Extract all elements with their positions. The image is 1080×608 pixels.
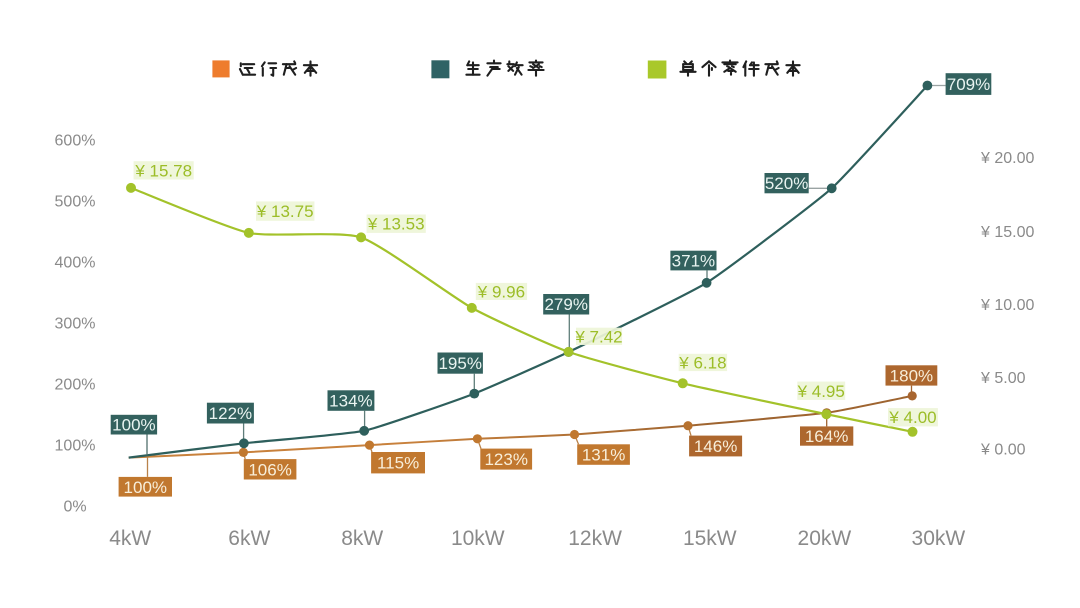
svg-text:122%: 122%	[209, 404, 252, 423]
svg-text:¥ 15.78: ¥ 15.78	[134, 161, 192, 180]
svg-text:30kW: 30kW	[912, 527, 966, 550]
svg-text:12kW: 12kW	[568, 527, 622, 550]
svg-text:¥ 0.00: ¥ 0.00	[980, 442, 1026, 459]
svg-text:¥ 4.95: ¥ 4.95	[797, 382, 845, 401]
svg-text:400%: 400%	[55, 255, 96, 272]
svg-text:164%: 164%	[805, 427, 848, 446]
svg-text:¥ 13.53: ¥ 13.53	[367, 215, 425, 234]
svg-text:6kW: 6kW	[228, 527, 270, 550]
svg-text:¥ 9.96: ¥ 9.96	[477, 282, 525, 301]
svg-text:¥ 15.00: ¥ 15.00	[980, 224, 1034, 241]
svg-text:4kW: 4kW	[109, 527, 151, 550]
svg-text:8kW: 8kW	[341, 527, 383, 550]
svg-text:200%: 200%	[55, 377, 96, 394]
svg-text:100%: 100%	[124, 478, 167, 497]
svg-text:131%: 131%	[582, 446, 625, 465]
svg-text:300%: 300%	[55, 316, 96, 333]
svg-text:146%: 146%	[694, 437, 737, 456]
svg-text:15kW: 15kW	[683, 527, 737, 550]
svg-text:195%: 195%	[438, 354, 481, 373]
svg-text:520%: 520%	[765, 174, 808, 193]
svg-text:123%: 123%	[484, 450, 527, 469]
svg-text:100%: 100%	[55, 438, 96, 455]
svg-text:¥ 5.00: ¥ 5.00	[980, 370, 1026, 387]
svg-text:600%: 600%	[55, 133, 96, 150]
svg-text:180%: 180%	[890, 366, 933, 385]
svg-text:0%: 0%	[63, 499, 86, 516]
svg-text:¥ 10.00: ¥ 10.00	[980, 297, 1034, 314]
svg-text:¥ 7.42: ¥ 7.42	[574, 327, 622, 346]
svg-text:20kW: 20kW	[798, 527, 852, 550]
svg-text:10kW: 10kW	[451, 527, 505, 550]
svg-text:¥ 13.75: ¥ 13.75	[256, 202, 314, 221]
svg-text:134%: 134%	[329, 392, 372, 411]
svg-text:709%: 709%	[947, 75, 990, 94]
svg-text:¥ 6.18: ¥ 6.18	[678, 353, 726, 372]
svg-text:371%: 371%	[672, 252, 715, 271]
svg-text:¥ 20.00: ¥ 20.00	[980, 150, 1034, 167]
svg-text:500%: 500%	[55, 194, 96, 211]
svg-text:279%: 279%	[544, 295, 587, 314]
svg-text:¥ 4.00: ¥ 4.00	[888, 408, 936, 427]
svg-text:115%: 115%	[377, 454, 419, 473]
svg-text:106%: 106%	[248, 460, 291, 479]
svg-text:100%: 100%	[112, 416, 155, 435]
